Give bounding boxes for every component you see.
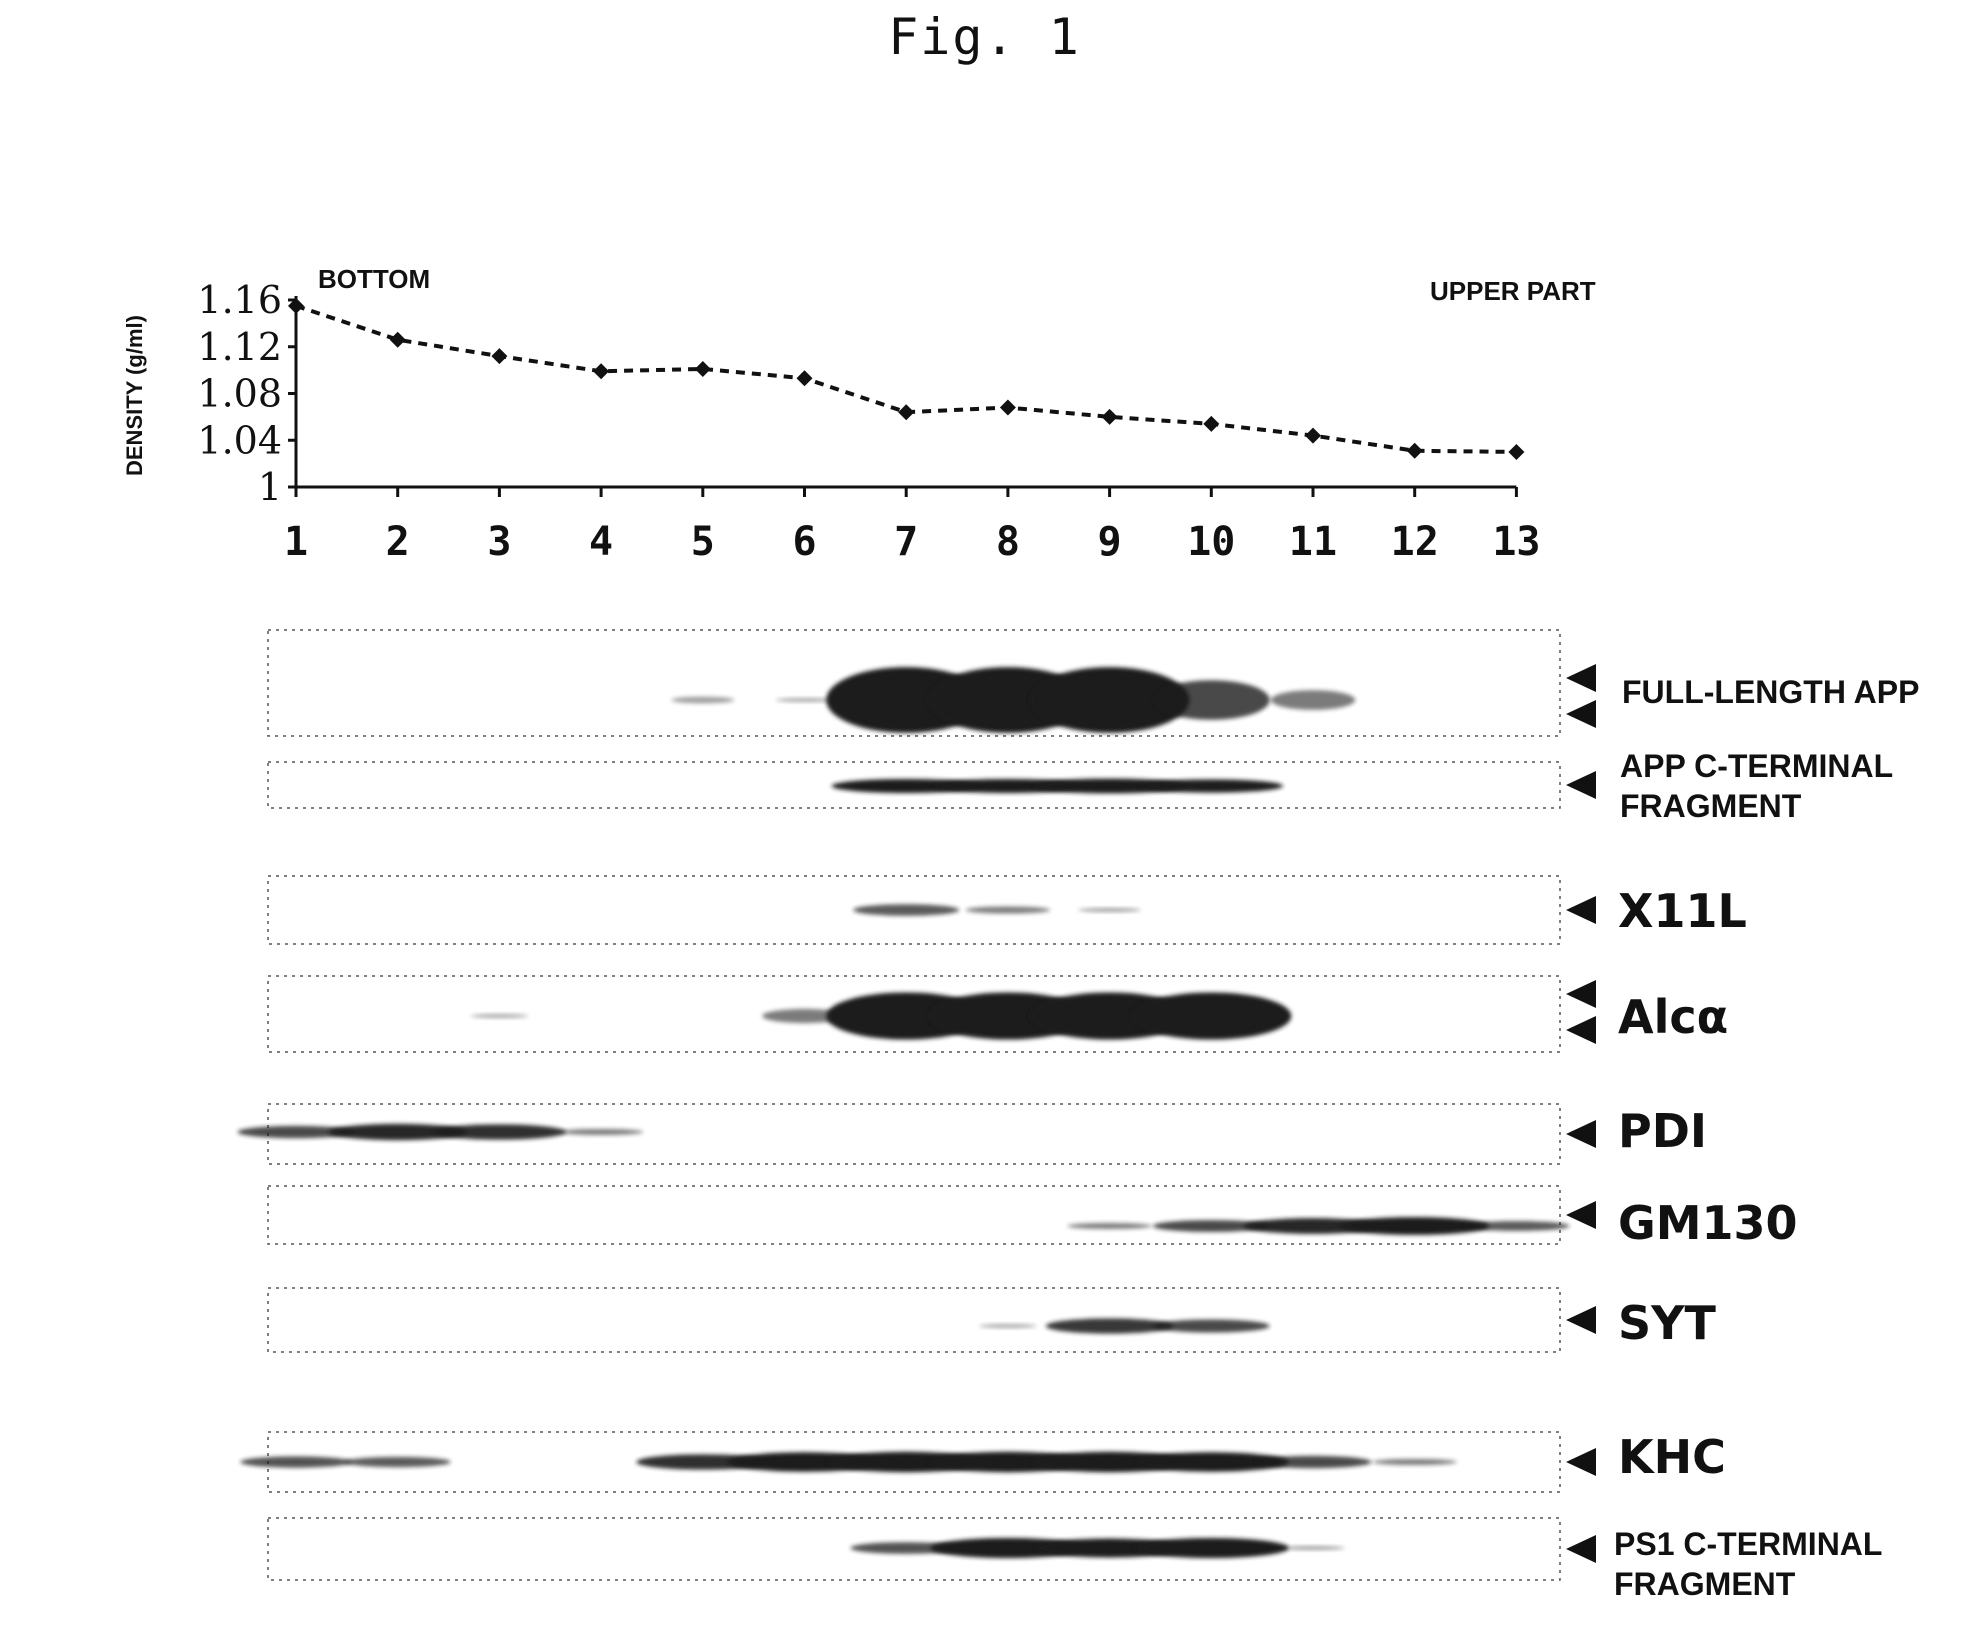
blot-band: [1271, 690, 1355, 710]
blot-band: [240, 1456, 351, 1467]
label-line: FULL-LENGTH APP: [1622, 672, 1919, 712]
label-line: KHC: [1618, 1434, 1726, 1480]
blot-band: [1139, 779, 1283, 792]
blot-band: [433, 1124, 566, 1139]
blot-band: [1067, 1223, 1151, 1229]
blot-arrow: [1566, 980, 1596, 1008]
label-line: X11L: [1618, 888, 1747, 934]
blot-panel-ps1-c-terminal-fragment: [268, 1518, 1596, 1580]
blot-band: [559, 1129, 643, 1135]
label-syt: SYT: [1618, 1300, 1716, 1346]
label-ps1-c-terminal-fragment: PS1 C-TERMINALFRAGMENT: [1614, 1524, 1882, 1604]
blot-band: [1153, 1319, 1270, 1332]
blot-arrow: [1566, 1535, 1596, 1563]
blot-arrow: [1566, 1306, 1596, 1334]
blot-frame: [268, 1288, 1560, 1352]
blot-panel-pdi: [238, 1104, 1596, 1164]
blot-arrow: [1566, 1016, 1596, 1044]
blot-band: [471, 1014, 528, 1018]
blot-band: [966, 907, 1050, 914]
label-gm130: GM130: [1618, 1200, 1798, 1246]
blot-band: [776, 698, 833, 702]
label-line: Alcα: [1618, 994, 1728, 1040]
label-x11l: X11L: [1618, 888, 1747, 934]
blot-panel-x11l: [268, 876, 1596, 944]
blot-panel-khc: [240, 1432, 1596, 1492]
blot-band: [1078, 908, 1141, 912]
blot-panel-app-c-terminal-fragment: [268, 762, 1596, 808]
blot-arrow: [1566, 896, 1596, 924]
blot-panel-alc-alpha: [268, 976, 1596, 1052]
label-app-c-terminal-fragment: APP C-TERMINALFRAGMENT: [1620, 746, 1893, 826]
blot-arrow: [1566, 1448, 1596, 1476]
blot-arrow: [1566, 771, 1596, 799]
label-line: FRAGMENT: [1614, 1564, 1882, 1604]
label-line: APP C-TERMINAL: [1620, 746, 1893, 786]
blot-band: [1463, 1221, 1569, 1231]
label-full-length-app: FULL-LENGTH APP: [1622, 672, 1919, 712]
blot-arrow: [1566, 700, 1596, 728]
label-line: FRAGMENT: [1620, 786, 1893, 826]
blot-band: [671, 697, 734, 704]
blot-arrow: [1566, 1120, 1596, 1148]
blot-band: [1153, 680, 1270, 719]
blot-band: [1134, 1538, 1289, 1558]
blot-arrow: [1566, 664, 1596, 692]
label-line: GM130: [1618, 1200, 1798, 1246]
blot-panel-full-length-app: [268, 630, 1596, 736]
label-line: PDI: [1618, 1108, 1707, 1154]
blot-arrow: [1566, 1201, 1596, 1229]
blot-band: [1282, 1546, 1345, 1550]
blot-panel-gm130: [268, 1186, 1596, 1244]
blot-band: [979, 1324, 1036, 1328]
blot-frame: [268, 1186, 1560, 1244]
blot-band: [1255, 1456, 1372, 1468]
label-alc-alpha: Alcα: [1618, 994, 1728, 1040]
label-khc: KHC: [1618, 1434, 1726, 1480]
blot-band: [1373, 1459, 1457, 1465]
blot-band: [1131, 992, 1291, 1039]
label-line: SYT: [1618, 1300, 1716, 1346]
blot-panel-syt: [268, 1288, 1596, 1352]
label-line: PS1 C-TERMINAL: [1614, 1524, 1882, 1564]
blot-band: [853, 904, 959, 916]
label-pdi: PDI: [1618, 1108, 1707, 1154]
blot-band: [345, 1457, 451, 1467]
